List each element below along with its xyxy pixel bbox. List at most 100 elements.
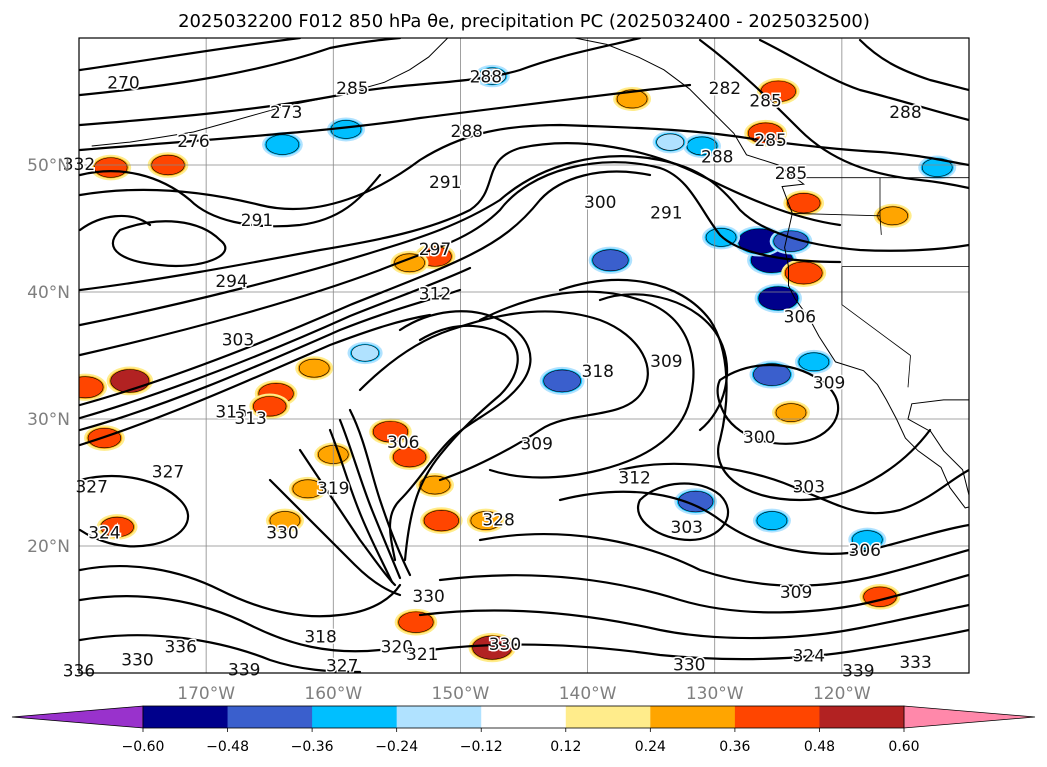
colorbar-extend-max (903, 705, 1036, 729)
colorbar-tick-label: 0.60 (888, 739, 919, 755)
contour-line (438, 573, 969, 614)
precip-patch (265, 508, 304, 533)
contour-line (478, 533, 969, 587)
precip-patch-core (543, 369, 581, 393)
contour-label: 288 (889, 103, 921, 123)
precip-patch-core (775, 403, 807, 422)
precip-patch (873, 203, 912, 228)
colorbar-tick-label: 0.36 (719, 739, 750, 755)
contour-line (79, 214, 152, 232)
latitude-tick-label: 30°N (27, 410, 70, 430)
precip-patch (772, 400, 810, 425)
contour-line (268, 478, 402, 597)
political-border (790, 212, 881, 217)
colorbar-tick-label: 0.24 (635, 739, 666, 755)
chart-title: 2025032200 F012 850 hPa θe, precipitatio… (178, 11, 870, 32)
contour-label: 294 (215, 272, 247, 292)
contour-label: 309 (780, 583, 812, 603)
contour-line (637, 482, 730, 542)
contour-label: 291 (241, 211, 273, 231)
precip-patch-core (110, 369, 150, 393)
contour-line (112, 220, 227, 267)
precip-patch-core (616, 89, 648, 109)
contour-line (79, 170, 652, 407)
contour-label: 285 (749, 92, 781, 112)
precip-patch-core (784, 261, 823, 285)
precip-patch (588, 246, 633, 274)
contour-label: 330 (673, 655, 705, 675)
precip-patch-core (678, 490, 714, 513)
precip-patch-core (470, 511, 502, 530)
map-background (79, 38, 969, 673)
contour-label: 306 (784, 307, 816, 327)
longitude-tick-label: 140°W (559, 684, 617, 704)
precip-patch (734, 225, 785, 257)
precip-patch (794, 349, 833, 374)
contour-label: 330 (412, 587, 444, 607)
map-frame (78, 37, 970, 674)
precip-patch (327, 117, 365, 142)
contour-label: 339 (228, 660, 260, 680)
contour-label: 288 (701, 147, 733, 167)
precip-patch-core (351, 344, 379, 362)
precip-patch-core (758, 286, 799, 311)
precip-patch (389, 444, 430, 470)
contour-line (758, 38, 969, 122)
precip-patch-core (656, 133, 685, 151)
contour-label: 306 (849, 541, 881, 561)
precip-patch-core (419, 475, 451, 495)
contour-label: 330 (489, 635, 521, 655)
precip-patch (96, 514, 138, 540)
latitude-axis: 20°N 30°N 40°N 50°N (27, 156, 70, 557)
contour-line (79, 170, 382, 228)
precip-patch-core (394, 253, 425, 273)
contour-line (79, 161, 842, 357)
colorbar-tick-label: −0.12 (460, 739, 503, 755)
longitude-tick-label: 160°W (304, 684, 362, 704)
contour-label: 273 (270, 103, 302, 123)
precip-patch (390, 250, 429, 275)
contour-label: 324 (793, 646, 825, 666)
precip-patch-core (253, 396, 287, 417)
contour-line (403, 324, 519, 562)
colorbar-segment (312, 706, 398, 728)
contour-label: 330 (121, 650, 153, 670)
theta-e-contours (79, 38, 969, 673)
contour-line (418, 603, 969, 640)
contour-line (298, 448, 397, 587)
coastline (91, 38, 969, 509)
precip-patch-core (851, 530, 883, 549)
precip-patch-core (100, 516, 134, 538)
contour-line (79, 38, 642, 127)
contour-label: 327 (152, 462, 184, 482)
precip-patch-core (269, 511, 301, 530)
contour-line (618, 462, 969, 515)
political-border (907, 355, 911, 388)
precip-patch (683, 133, 721, 158)
political-border (841, 266, 911, 356)
contour-label: 318 (304, 627, 336, 647)
graticule (79, 38, 969, 673)
contour-label: 303 (793, 478, 825, 498)
precip-patch-core (79, 376, 104, 399)
colorbar: −0.60 −0.48 −0.36 −0.24 −0.12 0.12 0.24 0.36 0.4… (11, 705, 1036, 755)
contour-line (79, 474, 190, 548)
contour-line (388, 310, 532, 562)
contour-label: 291 (429, 173, 461, 193)
contour-line (79, 123, 969, 210)
contour-label: 333 (899, 653, 931, 673)
latitude-tick-label: 20°N (27, 537, 70, 557)
precip-patch (749, 360, 795, 389)
precip-patch-core (753, 363, 791, 386)
longitude-tick-label: 120°W (813, 684, 871, 704)
contour-label: 306 (387, 433, 419, 453)
contour-label: 285 (775, 164, 807, 184)
contour-label: 285 (336, 79, 368, 99)
contour-label: 324 (88, 523, 120, 543)
contour-label: 300 (584, 193, 616, 213)
contour-label: 319 (317, 479, 349, 499)
contour-label: 297 (419, 240, 451, 260)
contour-label: 327 (75, 478, 107, 498)
contour-line (79, 288, 462, 432)
contour-line (79, 83, 692, 152)
